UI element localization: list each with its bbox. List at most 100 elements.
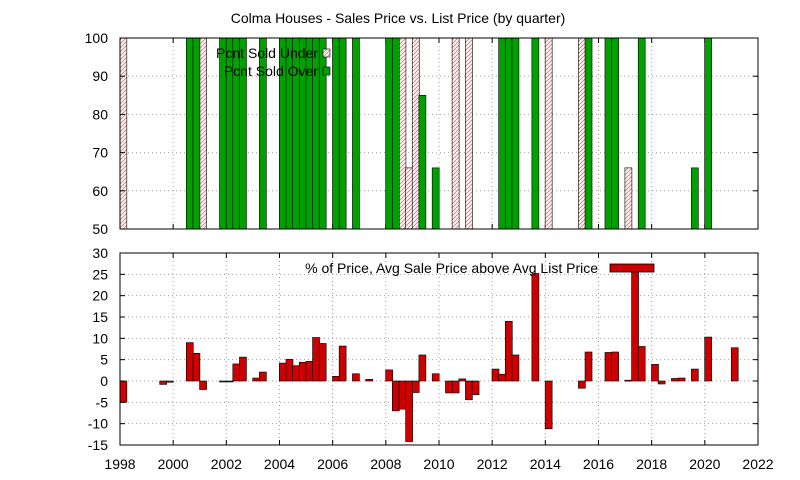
y-tick-label: 25 xyxy=(92,266,108,282)
bar xyxy=(604,352,613,382)
top-legend: Pcnt Sold Under Pcnt Sold Over xyxy=(216,45,331,79)
bottom-y-axis: -15 -10 -5 0 5 10 15 20 25 30 xyxy=(88,245,758,453)
bar xyxy=(471,380,480,395)
y-tick-label: -5 xyxy=(96,394,109,410)
bar xyxy=(677,377,686,382)
bar xyxy=(392,380,400,412)
bar xyxy=(445,380,453,394)
bar xyxy=(119,37,128,230)
bar xyxy=(637,37,646,230)
bar xyxy=(631,269,639,382)
legend-label: Pcnt Sold Under xyxy=(216,45,318,61)
x-tick-label: 2022 xyxy=(742,456,773,472)
y-tick-label: 0 xyxy=(100,373,108,389)
bar xyxy=(199,380,207,390)
legend-swatch xyxy=(322,66,331,76)
x-tick-label: 2020 xyxy=(689,456,720,472)
y-tick-label: 80 xyxy=(92,106,108,122)
x-tick-label: 2006 xyxy=(317,456,348,472)
bar xyxy=(318,343,327,382)
top-plot-frame xyxy=(119,37,759,230)
bottom-panel: % of Price, Avg Sale Price above Avg Lis… xyxy=(88,245,774,472)
bar xyxy=(398,37,407,230)
bar xyxy=(405,167,413,230)
x-tick-label: 2012 xyxy=(477,456,508,472)
bar xyxy=(491,368,500,382)
x-tick-label: 2004 xyxy=(264,456,295,472)
figure-title: Colma Houses - Sales Price vs. List Pric… xyxy=(231,10,566,26)
bar xyxy=(392,37,400,230)
bar xyxy=(604,37,613,230)
legend-swatch xyxy=(322,48,331,58)
y-tick-label: 70 xyxy=(92,145,108,161)
bar xyxy=(584,351,593,382)
bar xyxy=(544,380,553,430)
bar xyxy=(352,37,360,230)
bar xyxy=(431,167,440,230)
bar xyxy=(232,363,241,382)
bar xyxy=(704,336,712,382)
bar xyxy=(730,347,739,382)
y-tick-label: 20 xyxy=(92,288,108,304)
bar xyxy=(624,167,633,230)
bar xyxy=(352,373,360,382)
bar xyxy=(385,369,393,382)
bar xyxy=(691,167,699,230)
bar xyxy=(185,342,194,382)
y-tick-label: 5 xyxy=(100,352,108,368)
y-tick-label: 30 xyxy=(92,245,108,261)
bar xyxy=(312,337,320,382)
bar xyxy=(338,345,347,382)
bar xyxy=(225,380,234,383)
bar xyxy=(385,37,393,230)
bar xyxy=(398,380,407,410)
bar xyxy=(531,37,540,230)
bar xyxy=(365,378,374,382)
bar xyxy=(305,361,314,382)
bar xyxy=(511,354,520,382)
bar xyxy=(285,358,294,382)
bar xyxy=(119,380,128,403)
bar xyxy=(338,37,347,230)
bar xyxy=(624,379,633,382)
legend-label: Pcnt Sold Over xyxy=(224,63,318,79)
x-tick-label: 2008 xyxy=(370,456,401,472)
bar xyxy=(318,37,327,230)
x-tick-label: 2002 xyxy=(211,456,242,472)
bar xyxy=(259,371,267,382)
x-tick-label: 2000 xyxy=(158,456,189,472)
bar xyxy=(159,380,167,385)
bar xyxy=(332,376,340,382)
bar xyxy=(584,37,593,230)
bar xyxy=(418,95,427,230)
bar xyxy=(511,37,520,230)
bar xyxy=(498,37,506,230)
bar xyxy=(578,380,586,389)
bar xyxy=(611,37,619,230)
bar xyxy=(192,352,201,382)
bar xyxy=(411,380,420,393)
bottom-legend: % of Price, Avg Sale Price above Avg Lis… xyxy=(305,260,655,276)
bar xyxy=(671,378,679,382)
bar xyxy=(451,380,460,394)
y-tick-label: 90 xyxy=(92,68,108,84)
bar xyxy=(411,37,420,230)
bar xyxy=(465,380,473,401)
bar xyxy=(531,273,540,382)
bar xyxy=(431,373,440,382)
y-tick-label: -15 xyxy=(88,437,108,453)
x-tick-label: 2010 xyxy=(423,456,454,472)
bar xyxy=(498,373,506,382)
x-tick-label: 2016 xyxy=(583,456,614,472)
bar xyxy=(651,364,659,382)
bottom-bars xyxy=(119,269,739,442)
bottom-grid xyxy=(120,253,758,445)
bottom-x-axis: 1998 2000 2002 2004 2006 2008 2010 2012 2014 2016… xyxy=(104,456,773,472)
bar xyxy=(405,380,413,442)
bar xyxy=(192,37,201,230)
x-tick-label: 2014 xyxy=(530,456,561,472)
bar xyxy=(185,37,194,230)
bar xyxy=(451,37,460,230)
bottom-plot-frame xyxy=(119,252,759,446)
